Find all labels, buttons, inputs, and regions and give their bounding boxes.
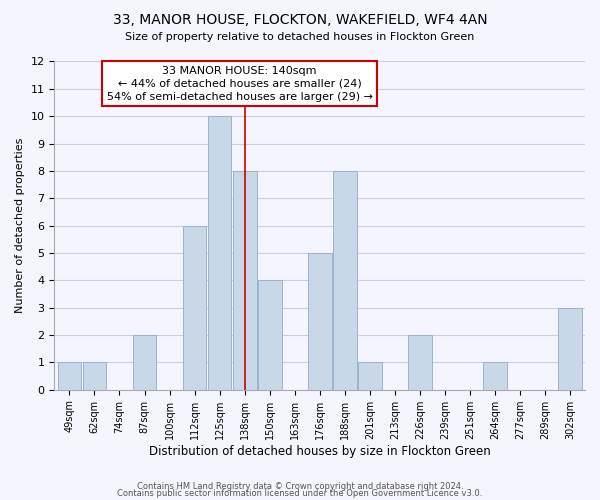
Bar	[58, 362, 82, 390]
Bar	[83, 362, 106, 390]
Bar	[333, 171, 356, 390]
Text: Size of property relative to detached houses in Flockton Green: Size of property relative to detached ho…	[125, 32, 475, 42]
Y-axis label: Number of detached properties: Number of detached properties	[15, 138, 25, 314]
Bar	[308, 253, 332, 390]
Bar	[358, 362, 382, 390]
Bar	[182, 226, 206, 390]
Bar	[233, 171, 257, 390]
X-axis label: Distribution of detached houses by size in Flockton Green: Distribution of detached houses by size …	[149, 444, 491, 458]
Text: 33 MANOR HOUSE: 140sqm
← 44% of detached houses are smaller (24)
54% of semi-det: 33 MANOR HOUSE: 140sqm ← 44% of detached…	[107, 66, 373, 102]
Bar	[208, 116, 232, 390]
Bar	[483, 362, 507, 390]
Bar	[558, 308, 582, 390]
Bar	[408, 335, 432, 390]
Text: 33, MANOR HOUSE, FLOCKTON, WAKEFIELD, WF4 4AN: 33, MANOR HOUSE, FLOCKTON, WAKEFIELD, WF…	[113, 12, 487, 26]
Bar	[258, 280, 281, 390]
Bar	[133, 335, 157, 390]
Text: Contains public sector information licensed under the Open Government Licence v3: Contains public sector information licen…	[118, 489, 482, 498]
Text: Contains HM Land Registry data © Crown copyright and database right 2024.: Contains HM Land Registry data © Crown c…	[137, 482, 463, 491]
